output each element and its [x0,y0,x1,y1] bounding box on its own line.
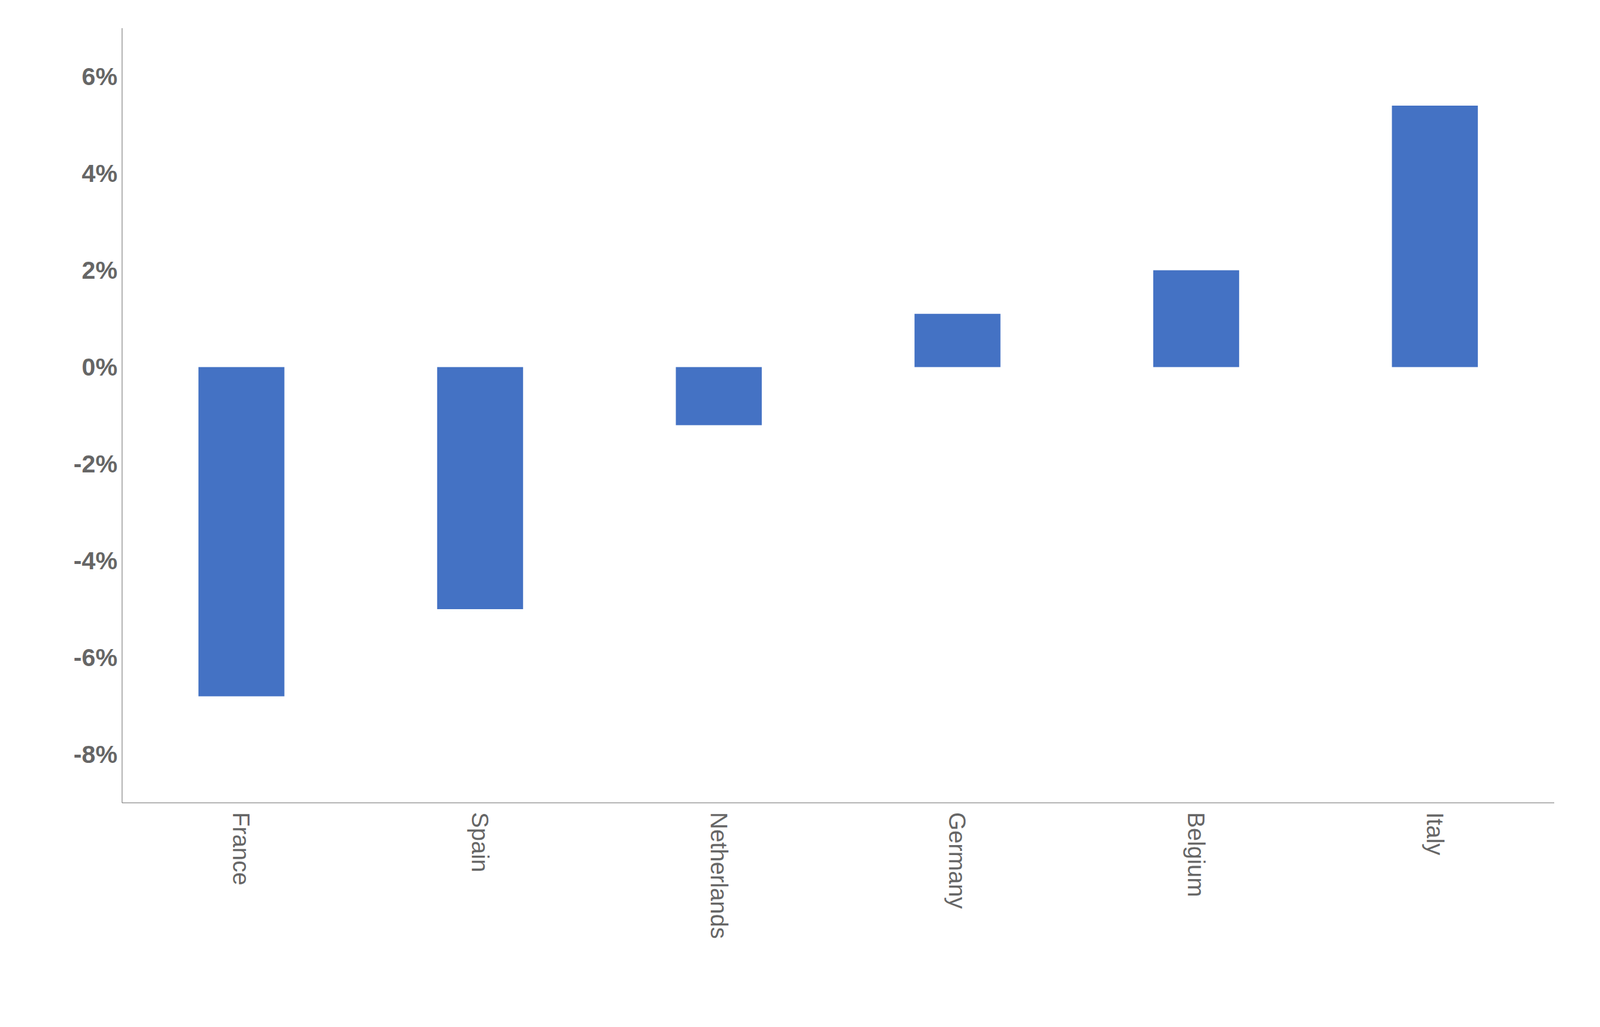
svg-text:Spain: Spain [467,812,494,873]
svg-text:0%: 0% [81,353,118,381]
svg-text:Belgium: Belgium [1183,812,1210,898]
svg-text:Italy: Italy [1422,812,1448,856]
svg-text:-2%: -2% [73,450,118,478]
svg-text:-4%: -4% [73,547,118,575]
svg-text:2%: 2% [81,256,118,285]
svg-text:Netherlands: Netherlands [706,812,732,940]
svg-text:-8%: -8% [73,740,118,769]
svg-text:4%: 4% [81,159,118,188]
svg-text:France: France [228,812,255,886]
svg-text:6%: 6% [81,62,118,91]
svg-text:Germany: Germany [944,812,971,910]
svg-text:-6%: -6% [73,643,118,672]
